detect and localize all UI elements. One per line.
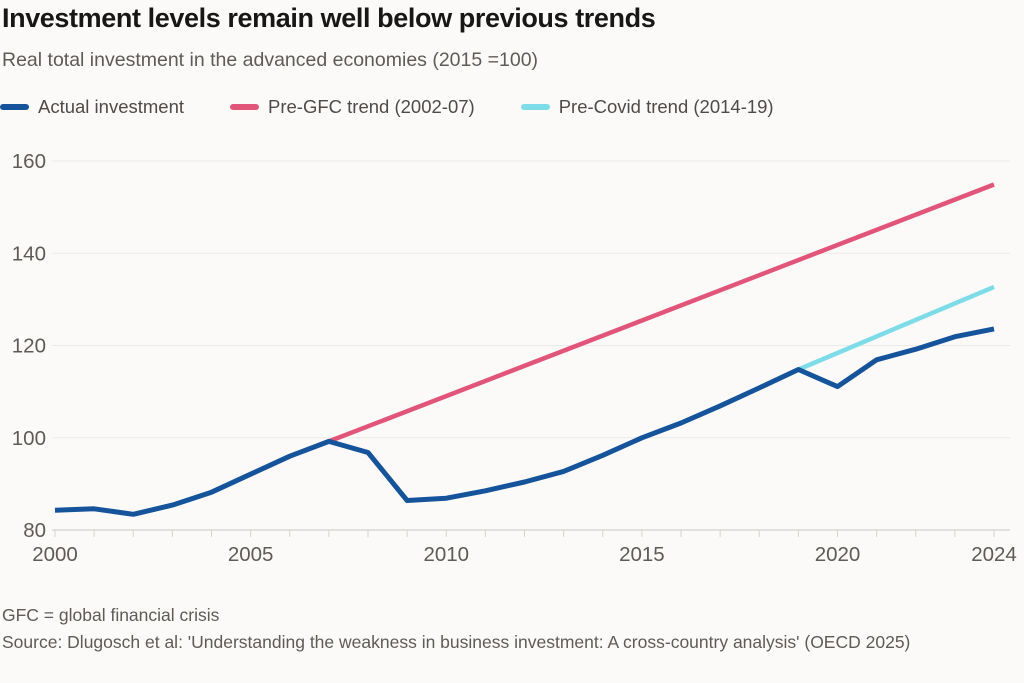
line-chart-plot: 80 100 120 140 160 2000 2005 2010 2015 2020 2024 xyxy=(12,150,1017,566)
legend-swatch-icon xyxy=(520,103,550,110)
y-tick-label: 100 xyxy=(12,427,46,450)
legend: Actual investment Pre-GFC trend (2002-07… xyxy=(0,96,1024,117)
series-line-actual-investment xyxy=(54,326,995,517)
legend-label: Pre-GFC trend (2002-07) xyxy=(268,95,475,117)
x-tick-label: 2020 xyxy=(815,543,861,566)
y-tick-label: 140 xyxy=(12,242,46,265)
y-axis-labels: 80 100 120 140 160 xyxy=(12,150,46,542)
x-axis-labels: 2000 2005 2010 2015 2020 2024 xyxy=(32,543,1017,566)
y-tick-label: 80 xyxy=(23,519,46,542)
x-ticks xyxy=(54,530,995,537)
y-tick-label: 120 xyxy=(12,335,46,358)
series-line-pre-gfc-trend-2002-07 xyxy=(328,182,995,444)
x-tick-label: 2024 xyxy=(971,543,1017,566)
x-tick-label: 2005 xyxy=(228,543,274,566)
y-gridlines xyxy=(52,160,1010,531)
chart-footer: GFC = global financial crisis Source: Dl… xyxy=(2,602,1018,656)
legend-item-pre-gfc-trend: Pre-GFC trend (2002-07) xyxy=(230,96,475,118)
legend-item-actual-investment: Actual investment xyxy=(0,96,184,118)
legend-swatch-icon xyxy=(0,103,29,110)
series-line-pre-covid-trend-2014-19 xyxy=(797,284,995,372)
chart-subtitle: Real total investment in the advanced ec… xyxy=(2,49,539,71)
legend-label: Actual investment xyxy=(38,95,185,117)
chart-title: Investment levels remain well below prev… xyxy=(2,3,656,33)
legend-item-pre-covid-trend: Pre-Covid trend (2014-19) xyxy=(520,95,774,118)
legend-label: Pre-Covid trend (2014-19) xyxy=(558,95,774,117)
chart-source: Source: Dlugosch et al: 'Understanding t… xyxy=(2,632,911,652)
x-tick-label: 2015 xyxy=(619,543,665,566)
x-tick-label: 2000 xyxy=(32,543,78,566)
x-tick-label: 2010 xyxy=(423,543,469,566)
y-tick-label: 160 xyxy=(12,150,46,173)
chart-footnote: GFC = global financial crisis xyxy=(2,605,220,625)
legend-swatch-icon xyxy=(230,103,260,110)
